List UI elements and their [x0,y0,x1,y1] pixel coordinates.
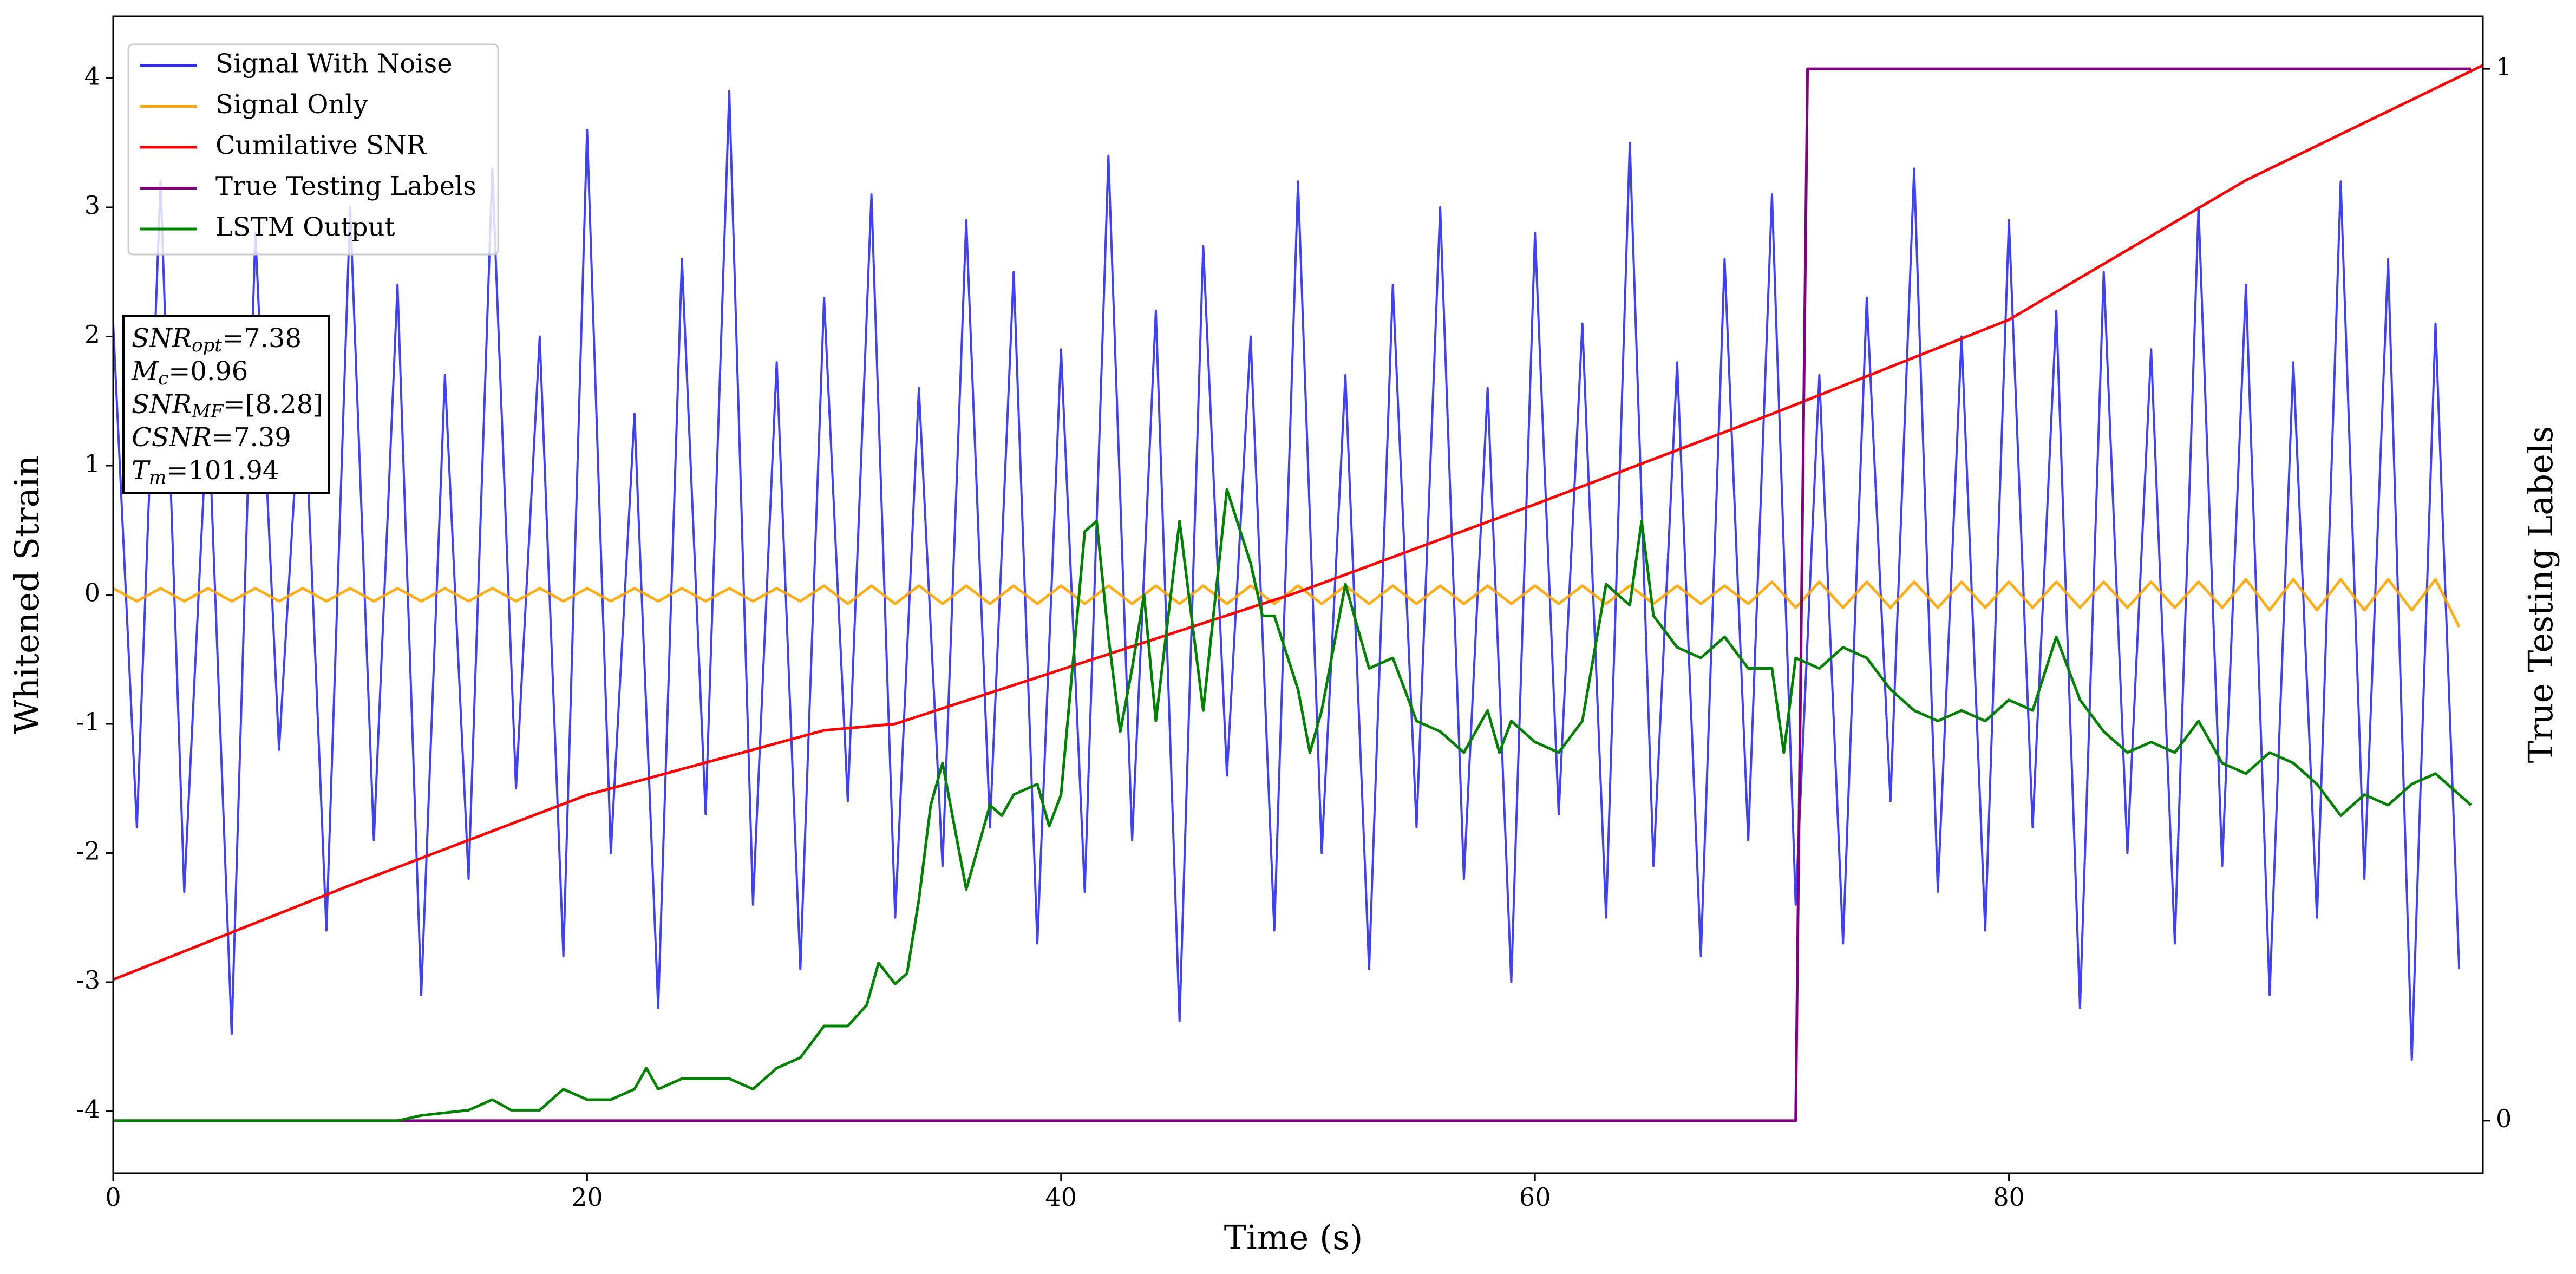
series-line [113,90,2461,1061]
annotation-value: =7.38 [222,323,302,354]
legend-label: Cumilative SNR [215,130,427,161]
y-tick-label: -2 [76,837,100,866]
annotation-value: =0.96 [168,356,248,387]
y-tick-label: 0 [84,578,100,607]
x-tick-label: 40 [1045,1182,1077,1212]
legend-label: Signal Only [215,89,368,120]
y2-tick-label: 0 [2496,1104,2512,1133]
annotation-line: Mc=0.96 [131,356,248,390]
y-axis-label: Whitened Strain [7,455,47,734]
annotation-subscript: m [149,467,166,488]
x-tick-label: 20 [571,1182,603,1212]
x-axis-label: Time (s) [1224,1218,1363,1257]
annotation-symbol: SNR [132,323,192,354]
series-line [113,64,2483,981]
x-tick-label: 60 [1519,1182,1551,1212]
y-tick-label: 3 [84,191,100,220]
y-tick-label: -1 [76,707,100,736]
x-tick-label: 0 [105,1182,121,1212]
annotation-line: SNRMF=[8.28] [132,389,323,423]
annotation-value: =7.39 [212,422,291,453]
annotation-line: SNRopt=7.38 [132,323,302,357]
legend-label: True Testing Labels [215,171,476,201]
annotation-subscript: MF [191,401,224,422]
annotation-line: CSNR=7.39 [132,422,291,453]
series-line [113,488,2472,1122]
plot-area [113,64,2483,1122]
annotation-box [122,315,330,494]
y-tick-label: 2 [84,319,100,349]
legend: Signal With Noise Signal Only Cumilative S… [127,43,499,256]
y2-axis-label: True Testing Labels [2521,426,2560,763]
annotation-value: =101.94 [166,455,279,486]
annotation-subscript: opt [192,335,222,356]
y2-tick-label: 1 [2496,52,2512,81]
y-tick-label: -4 [76,1095,100,1124]
legend-label: LSTM Output [215,212,395,243]
annotation-subscript: c [158,368,168,389]
annotation-symbol: M [131,356,159,387]
annotation-symbol: SNR [132,389,192,420]
annotation-symbol: T [132,455,151,486]
series-line [113,67,2472,1122]
y-tick-label: -3 [76,965,100,995]
y-tick-label: 4 [84,61,100,90]
y-tick-label: 1 [84,449,100,478]
x-tick-label: 80 [1993,1182,2025,1212]
annotation-value: =[8.28] [223,389,323,420]
legend-box [127,43,499,256]
annotation: SNRopt=7.38Mc=0.96SNRMF=[8.28]CSNR=7.39T… [122,315,330,494]
legend-label: Signal With Noise [215,49,453,79]
annotation-line: Tm=101.94 [132,455,279,489]
annotation-symbol: CSNR [132,422,212,453]
